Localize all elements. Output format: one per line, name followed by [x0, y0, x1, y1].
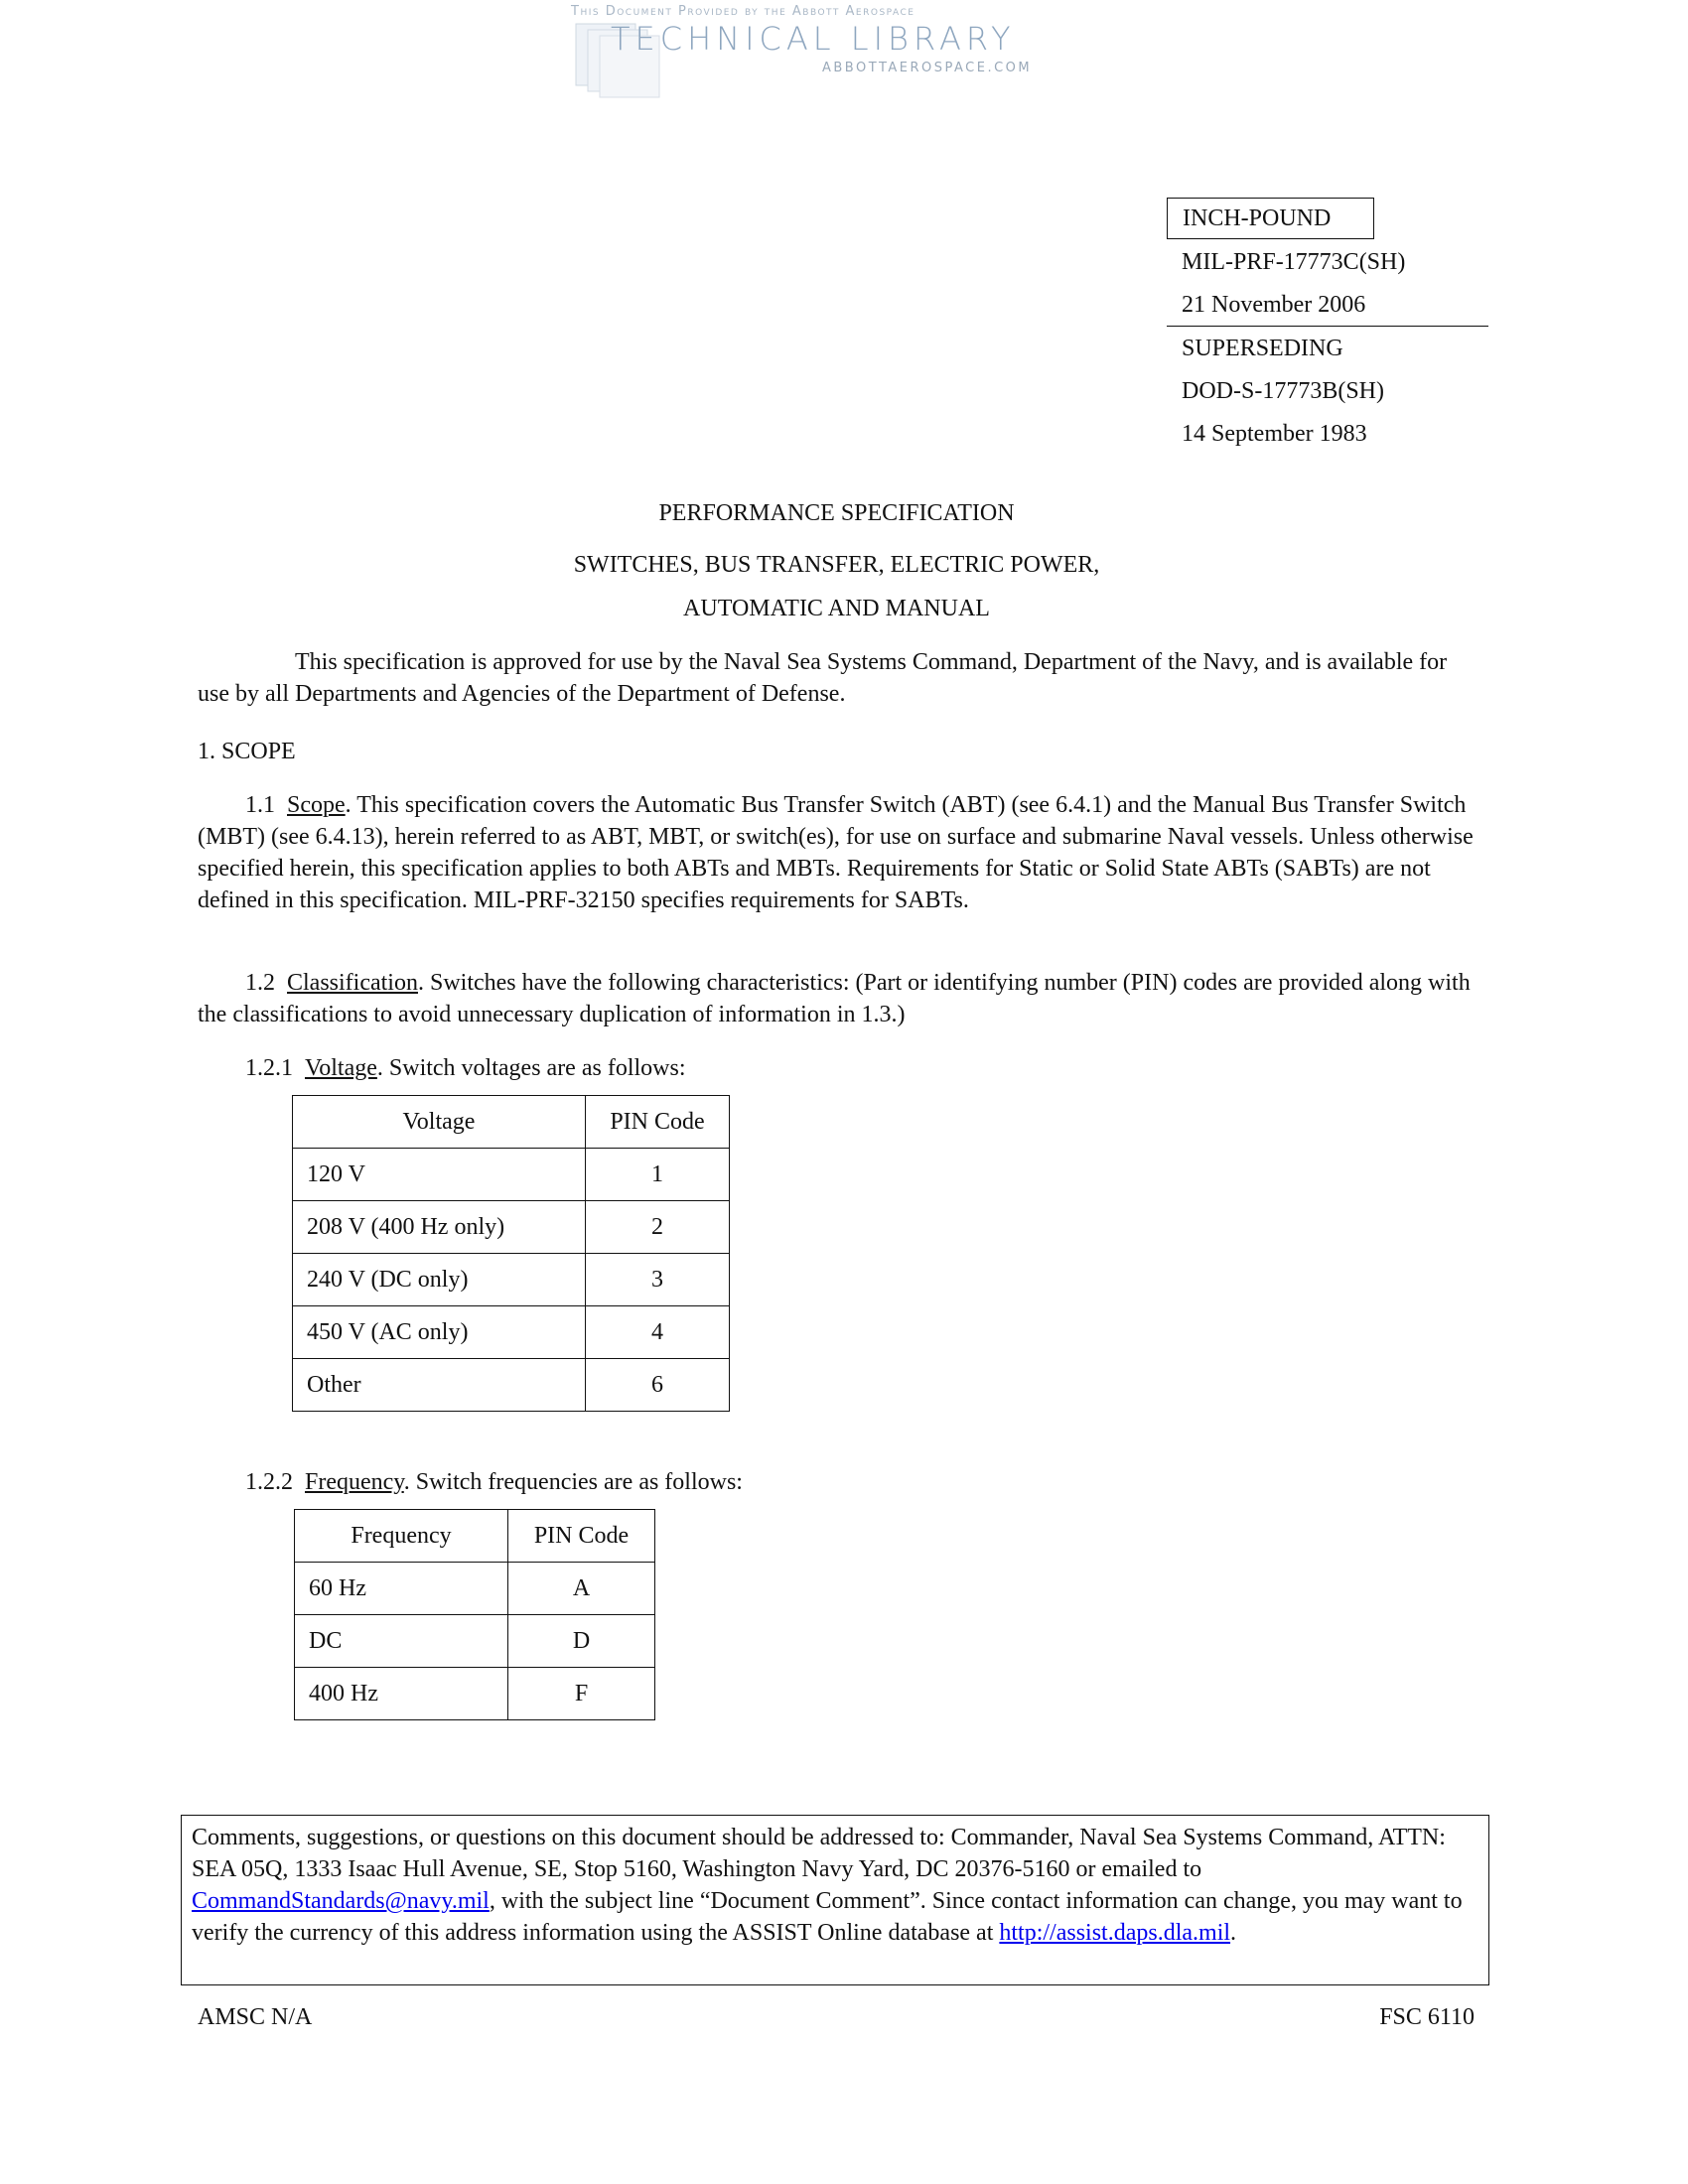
table-row: 240 V (DC only) 3: [292, 1253, 730, 1306]
voltage-cell: 450 V (AC only): [292, 1305, 586, 1359]
amsc-label: AMSC N/A: [198, 2004, 313, 2030]
column-header: Frequency: [294, 1509, 508, 1563]
table-row: 208 V (400 Hz only) 2: [292, 1200, 730, 1254]
watermark-line3: ABBOTTAEROSPACE.COM: [822, 61, 1033, 75]
pin-code-cell: 4: [585, 1305, 730, 1359]
inch-pound-box: INCH-POUND: [1167, 198, 1374, 239]
voltage-cell: 120 V: [292, 1148, 586, 1201]
table-row: 450 V (AC only) 4: [292, 1305, 730, 1359]
pin-code-cell: 6: [585, 1358, 730, 1412]
spec-title-line2: AUTOMATIC AND MANUAL: [683, 596, 990, 621]
pin-code-cell: 2: [585, 1200, 730, 1254]
column-header: Voltage: [292, 1095, 586, 1149]
superseded-id: DOD-S-17773B(SH): [1182, 378, 1384, 404]
frequency-table: Frequency PIN Code 60 Hz A DC D 400 Hz F: [294, 1509, 655, 1720]
frequency-cell: DC: [294, 1614, 508, 1668]
voltage-cell: 208 V (400 Hz only): [292, 1200, 586, 1254]
comments-box: Comments, suggestions, or questions on t…: [181, 1815, 1489, 1985]
paragraph-1-2-1: 1.2.1 Voltage. Switch voltages are as fo…: [245, 1055, 686, 1081]
spec-title-line1: SWITCHES, BUS TRANSFER, ELECTRIC POWER,: [573, 552, 1100, 578]
header-divider: [1167, 326, 1488, 327]
superseded-date: 14 September 1983: [1182, 421, 1367, 447]
pin-code-cell: 1: [585, 1148, 730, 1201]
voltage-cell: Other: [292, 1358, 586, 1412]
table-header-row: Voltage PIN Code: [292, 1095, 730, 1149]
email-link[interactable]: CommandStandards@navy.mil: [192, 1888, 490, 1914]
pin-code-cell: A: [507, 1562, 655, 1615]
table-row: DC D: [294, 1614, 655, 1668]
pin-code-cell: 3: [585, 1253, 730, 1306]
document-id: MIL-PRF-17773C(SH): [1182, 249, 1406, 275]
paragraph-1-1: 1.1 Scope. This specification covers the…: [198, 792, 1474, 913]
document-pages-icon: [575, 23, 660, 98]
frequency-cell: 60 Hz: [294, 1562, 508, 1615]
table-row: 400 Hz F: [294, 1667, 655, 1720]
watermark-line2: TECHNICAL LIBRARY: [611, 20, 1016, 58]
assist-url-link[interactable]: http://assist.daps.dla.mil: [999, 1920, 1231, 1946]
column-header: PIN Code: [585, 1095, 730, 1149]
superseding-label: SUPERSEDING: [1182, 336, 1343, 361]
paragraph-1-2-2: 1.2.2 Frequency. Switch frequencies are …: [245, 1469, 743, 1495]
voltage-cell: 240 V (DC only): [292, 1253, 586, 1306]
fsc-label: FSC 6110: [1379, 2004, 1475, 2030]
watermark-line1: This Document Provided by the Abbott Aer…: [571, 4, 915, 19]
watermark-logo: This Document Provided by the Abbott Aer…: [566, 2, 1082, 101]
table-row: 60 Hz A: [294, 1562, 655, 1615]
frequency-cell: 400 Hz: [294, 1667, 508, 1720]
section-heading-scope: 1. SCOPE: [198, 739, 296, 764]
paragraph-1-2: 1.2 Classification. Switches have the fo…: [198, 970, 1471, 1027]
table-header-row: Frequency PIN Code: [294, 1509, 655, 1563]
pin-code-cell: F: [507, 1667, 655, 1720]
spec-type-title: PERFORMANCE SPECIFICATION: [658, 500, 1015, 526]
approval-paragraph: This specification is approved for use b…: [198, 649, 1448, 707]
document-date: 21 November 2006: [1182, 292, 1366, 318]
column-header: PIN Code: [507, 1509, 655, 1563]
pin-code-cell: D: [507, 1614, 655, 1668]
table-row: Other 6: [292, 1358, 730, 1412]
